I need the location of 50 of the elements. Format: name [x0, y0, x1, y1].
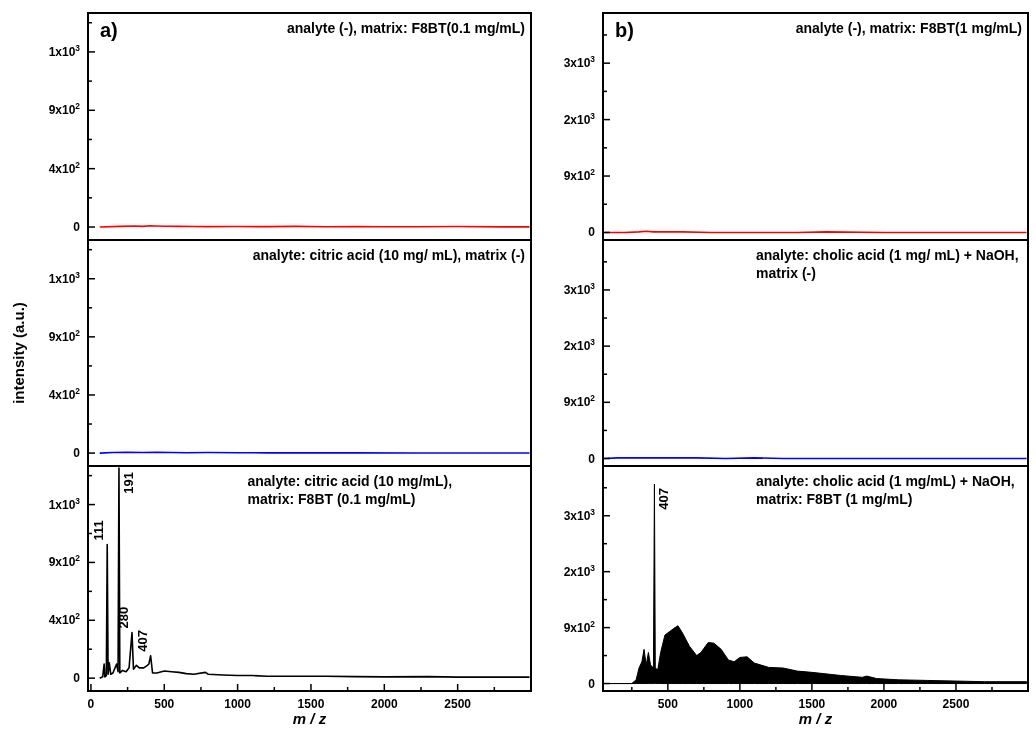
y-tick-label: 4x10$^{2}$	[48, 385, 81, 402]
x-tick-label: 1500	[798, 697, 826, 711]
x-tick-label: 500	[154, 697, 175, 711]
text: analyte (-), matrix: F8BT(1 mg/mL)	[795, 20, 1022, 36]
y-tick-label: 4x10$^{2}$	[48, 159, 81, 176]
text: analyte: cholic acid (1 mg/mL) + NaOH, matrix: F8BT (1 mg/mL)	[756, 473, 1015, 507]
text: analyte (-), matrix: F8BT(0.1 mg/mL)	[286, 20, 525, 36]
x-axis-title: m / z	[292, 710, 327, 727]
chart-title: a)	[100, 19, 118, 41]
y-tick-label: 9x10$^{2}$	[48, 327, 81, 344]
annotation: 407	[656, 488, 672, 510]
y-tick-label: 3x10$^{3}$	[563, 506, 596, 523]
y-tick-label: 0	[588, 676, 596, 691]
y-tick-label: 0	[73, 220, 81, 235]
x-axis-title: m / z	[798, 710, 833, 727]
text: analyte: citric acid (10 mg/mL), matrix: F8BT (0.1 mg/mL)	[247, 473, 453, 507]
y-tick-label: 1x10$^{3}$	[48, 269, 81, 286]
y-tick-label: 9x10$^{2}$	[48, 553, 81, 570]
y-tick-label: 0	[73, 671, 81, 686]
x-tick-label: 500	[657, 697, 679, 711]
text: analyte: cholic acid (1 mg/ mL) + NaOH, matrix (-)	[756, 247, 1019, 281]
text: analyte: citric acid (10 mg/ mL), matrix (-)	[252, 247, 525, 263]
y-tick-label: 9x10$^{2}$	[48, 101, 81, 118]
y-axis-title: intensity (a.u.)	[10, 302, 27, 404]
x-tick-label: 2500	[942, 697, 970, 711]
chart-title: b)	[615, 19, 634, 41]
y-tick-label: 9x10$^{2}$	[563, 393, 596, 410]
y-tick-label: 0	[588, 451, 596, 466]
x-tick-label: 2500	[444, 697, 472, 711]
y-tick-label: 2x10$^{3}$	[563, 337, 596, 354]
x-tick-label: 2000	[870, 697, 898, 711]
y-tick-label: 1x10$^{3}$	[48, 495, 81, 512]
x-tick-label: 0	[87, 697, 95, 711]
x-tick-label: 1000	[726, 697, 754, 711]
y-tick-label: 2x10$^{3}$	[563, 110, 596, 127]
x-tick-label: 1500	[297, 697, 325, 711]
x-tick-label: 2000	[370, 697, 398, 711]
y-tick-label: 2x10$^{3}$	[563, 562, 596, 579]
annotation: 111	[91, 520, 107, 541]
y-tick-label: 1x10$^{3}$	[48, 42, 81, 59]
annotation: 191	[120, 472, 136, 494]
y-tick-label: 0	[73, 446, 81, 461]
y-tick-label: 9x10$^{2}$	[563, 167, 596, 184]
y-tick-label: 3x10$^{3}$	[563, 54, 596, 71]
y-tick-label: 3x10$^{3}$	[563, 280, 596, 297]
y-tick-label: 0	[588, 225, 596, 240]
x-tick-label: 1000	[224, 697, 252, 711]
y-tick-label: 9x10$^{2}$	[563, 618, 596, 635]
annotation: 407	[134, 630, 150, 652]
y-tick-label: 4x10$^{2}$	[48, 611, 81, 628]
